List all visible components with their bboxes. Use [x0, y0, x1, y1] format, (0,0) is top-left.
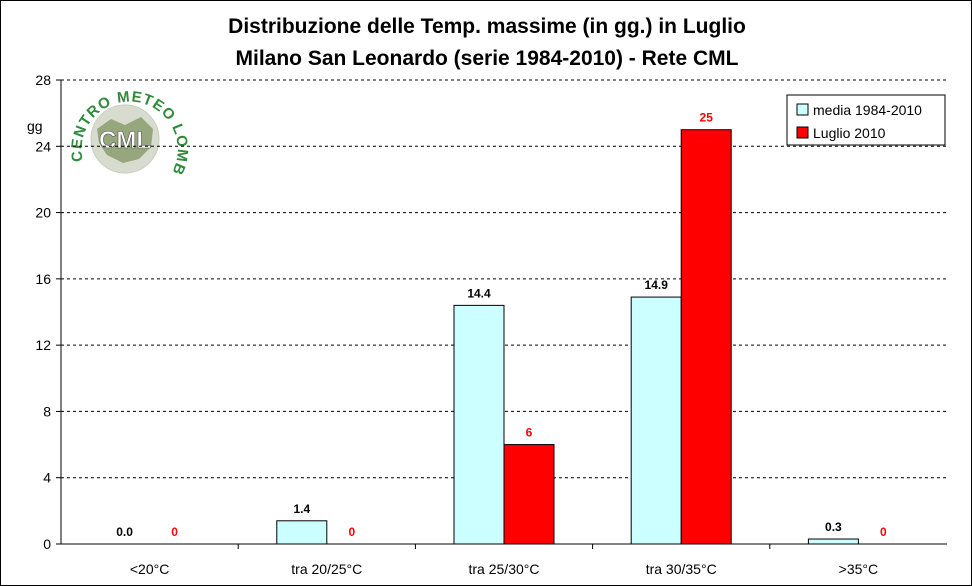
- bar-luglio: [503, 444, 555, 545]
- x-category-label: tra 20/25°C: [291, 561, 362, 577]
- bar-media: [630, 296, 682, 545]
- chart-title: Distribuzione delle Temp. massime (in gg…: [228, 15, 746, 38]
- logo-center-text: CML: [99, 127, 151, 154]
- data-label: 0: [880, 525, 887, 539]
- data-labels: 0.0 0 1.4 0 14.4 6 14.9 25 0.3 0: [116, 111, 887, 539]
- bar-media: [276, 520, 328, 545]
- legend: media 1984-2010 Luglio 2010: [786, 94, 946, 146]
- legend-swatch-luglio: [796, 126, 809, 139]
- cml-logo: CENTRO METEO LOMBARDO CML: [1, 1, 190, 178]
- y-tick-label: 12: [35, 337, 51, 353]
- bars: [276, 129, 859, 545]
- bar-media: [453, 304, 505, 545]
- y-tick-label: 28: [35, 72, 51, 88]
- data-label: 0.3: [825, 520, 842, 534]
- legend-swatch-media: [796, 103, 809, 116]
- bar-media: [807, 538, 859, 545]
- x-category-label: >35°C: [839, 561, 878, 577]
- data-label: 0: [171, 525, 178, 539]
- y-axis-label: gg: [27, 118, 43, 134]
- chart-subtitle: Milano San Leonardo (serie 1984-2010) - …: [236, 47, 739, 70]
- y-tick-label: 16: [35, 271, 51, 287]
- gridlines: [61, 79, 947, 479]
- y-tick-label: 8: [43, 403, 51, 419]
- x-axis-categories: <20°C tra 20/25°C tra 25/30°C tra 30/35°C >3…: [130, 544, 878, 577]
- data-label: 14.4: [467, 286, 491, 300]
- y-tick-label: 4: [43, 470, 51, 486]
- x-category-label: tra 25/30°C: [469, 561, 540, 577]
- legend-box: [786, 94, 946, 146]
- legend-label-luglio: Luglio 2010: [813, 125, 886, 141]
- x-category-label: <20°C: [130, 561, 169, 577]
- lombardy-map-icon: [97, 117, 153, 163]
- y-axis-ticks: 0 4 8 12 16 20 24 28: [35, 72, 61, 552]
- y-tick-label: 20: [35, 205, 51, 221]
- data-label: 6: [526, 426, 533, 440]
- x-category-label: tra 30/35°C: [646, 561, 717, 577]
- y-tick-label: 0: [43, 536, 51, 552]
- data-label: 14.9: [645, 278, 669, 292]
- data-label: 1.4: [293, 502, 310, 516]
- axes: [60, 80, 947, 545]
- bar-luglio: [680, 129, 732, 545]
- legend-label-media: media 1984-2010: [813, 102, 922, 118]
- data-label: 0.0: [116, 525, 133, 539]
- y-tick-label: 24: [35, 138, 51, 154]
- data-label: 0: [348, 525, 355, 539]
- data-label: 25: [700, 111, 714, 125]
